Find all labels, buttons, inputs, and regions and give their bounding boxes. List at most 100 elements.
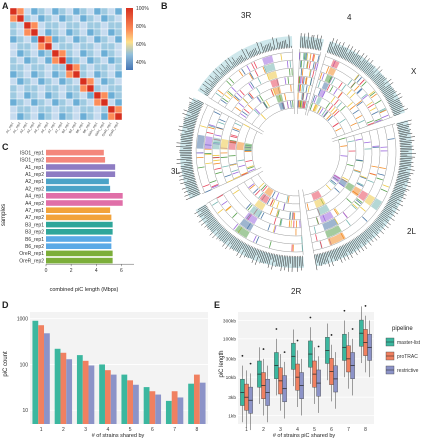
pic-locus-mark [360,175,367,179]
density-spike [235,60,240,66]
pic-locus-mark [340,145,348,147]
density-spike [318,35,322,51]
density-spike [200,215,214,226]
density-spike [313,39,316,50]
bars-d [32,320,206,424]
bar-c [46,171,116,177]
density-spike [241,48,248,61]
heatmap-cell [37,98,46,107]
density-spike [226,65,232,71]
track-ring [244,91,294,121]
pic-locus-mark [202,184,210,188]
density-spike [230,236,237,245]
density-spike [182,168,194,171]
density-spike [379,213,390,222]
pic-locus-mark [211,184,219,189]
pic-locus-mark [309,103,313,110]
heatmap-cell [30,105,39,114]
pic-locus-mark [284,77,287,85]
heatmap-x-labels: A1_rep1A1_rep2A2_rep1A2_rep2A4_rep1A4_re… [5,121,120,137]
track-ring [315,86,361,129]
heatmap-cell [86,21,95,30]
pic-locus-mark [315,217,319,225]
heatmap-cell [72,42,81,51]
pic-locus-mark [298,100,301,108]
heatmap-cell [100,98,109,107]
heatmap-cell [51,98,60,107]
heatmap-cell [86,49,95,58]
segment-boundary [206,170,264,204]
density-spike [286,255,288,267]
heatmap-cell [65,98,74,107]
density-spike [395,181,411,188]
density-spike [188,109,200,115]
track-ring [243,127,251,174]
density-spike [383,207,393,213]
axis-e: 1 2 3 4 5 6 7 8 1kb 3kb 10kb 30kb 100kb 300kb [223,318,367,433]
pic-locus-mark [219,118,226,123]
pic-locus-mark [242,98,248,104]
heatmap-cell [107,21,116,30]
heatmap-cell [37,56,46,65]
heatmap-x-label: A4_rep1 [33,121,43,134]
pic-locus-mark [213,111,221,115]
pic-locus-mark [217,89,224,95]
density-spike [274,254,277,263]
heatmap-cell [23,63,32,72]
x-tick-label-d: 6 [151,427,154,433]
density-spike [244,57,247,61]
density-spike [264,45,268,53]
pic-locus-mark [208,124,216,127]
heatmap-cell [107,84,116,93]
pic-cluster-block [357,190,369,202]
pic-locus-mark [356,159,363,162]
density-spike [397,174,409,177]
pic-locus-mark [255,236,260,244]
density-spike [385,95,394,100]
density-spike [235,240,242,251]
heatmap-cell [86,70,95,79]
pic-locus-mark [220,156,228,158]
x-tick-label-d: 7 [173,427,176,433]
sample-label-c: A7_rep1 [25,208,44,214]
pic-locus-mark [224,94,231,100]
pic-locus-mark [299,100,302,108]
heatmap-cell [44,77,53,86]
heatmap-cell [44,42,53,51]
heatmap-cell [51,112,60,121]
track-ring [313,94,353,132]
heatmap-cell [100,112,109,121]
track-ring [258,107,295,129]
heatmap-cell [114,77,123,86]
heatmap-cell [100,56,109,65]
heatmap-cell [30,98,39,107]
y-tick-label-e: 10kb [226,375,237,381]
pic-locus-mark [253,235,257,243]
density-spike [388,99,400,106]
heatmap-cell [23,14,32,23]
heatmap-cell [100,14,109,23]
density-spike [396,123,412,128]
sample-label-c: ISO1_rep1 [20,150,44,156]
pic-cluster-block [338,178,348,187]
heatmap-cell [44,28,53,37]
sample-label-c: A2_rep1 [25,179,44,185]
density-spike [349,241,358,256]
track-ring [223,193,302,237]
pic-locus-mark [241,172,248,176]
heatmap-cell [58,42,67,51]
heatmap-cell [23,77,32,86]
pic-locus-mark [270,89,274,96]
track-ring [227,119,237,180]
sample-label-c: B6_rep2 [25,244,44,250]
segment-boundary [292,49,295,115]
heatmap-cell [72,112,81,121]
pic-locus-mark [277,210,280,217]
density-spike [180,164,193,168]
pic-locus-mark [306,203,309,211]
panel-label-d: D [2,300,9,310]
density-spike [325,251,330,267]
density-spike [180,135,194,138]
pic-locus-mark [215,92,222,98]
heatmap-scale-label: 80% [136,24,147,30]
